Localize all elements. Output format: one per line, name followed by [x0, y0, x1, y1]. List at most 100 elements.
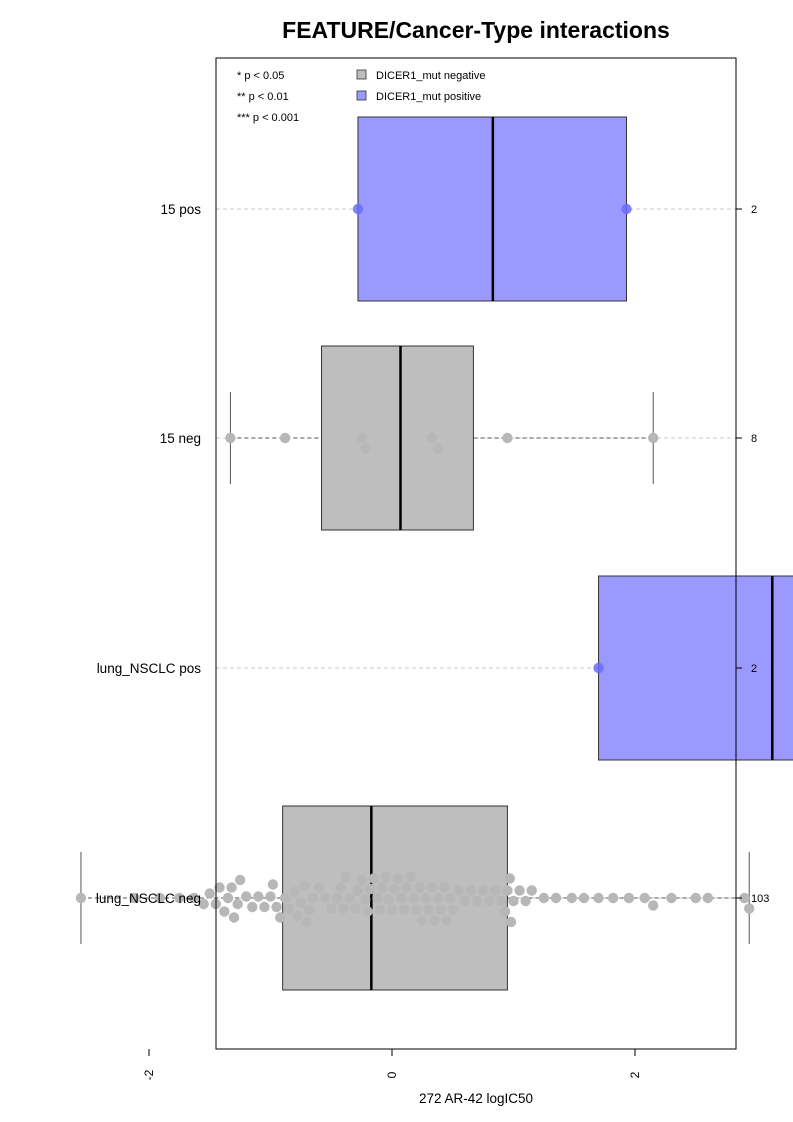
- data-point: [356, 432, 367, 444]
- data-point: [502, 432, 513, 444]
- data-point: [335, 882, 347, 893]
- data-point: [411, 904, 422, 916]
- data-point: [352, 885, 364, 896]
- data-point: [360, 894, 371, 905]
- data-point: [234, 874, 246, 886]
- data-point: [372, 892, 383, 904]
- data-point: [226, 882, 237, 893]
- data-point: [362, 906, 373, 917]
- data-point: [259, 901, 270, 913]
- data-point: [420, 892, 432, 904]
- y-axis-labels: 15 pos 15 neg lung_NSCLC pos lung_NSCLC neg: [96, 202, 201, 906]
- data-point: [225, 432, 236, 444]
- data-point: [75, 892, 87, 904]
- chart-title: FEATURE/Cancer-Type interactions: [282, 17, 670, 43]
- data-point: [578, 892, 590, 904]
- data-point: [739, 892, 750, 904]
- data-point: [383, 894, 394, 905]
- sample-count: 2: [751, 204, 757, 216]
- data-point: [304, 904, 315, 916]
- data-point: [423, 904, 434, 916]
- data-point: [490, 885, 501, 896]
- data-point: [319, 892, 331, 904]
- data-point: [408, 892, 420, 904]
- data-point: [593, 662, 604, 674]
- data-point: [496, 895, 507, 907]
- data-point: [295, 897, 307, 908]
- data-point: [566, 892, 578, 904]
- data-point: [340, 871, 352, 883]
- data-point: [214, 882, 225, 893]
- significance-entry: * p < 0.05: [237, 70, 284, 82]
- x-tick-label: 2: [628, 1071, 642, 1078]
- plot-frame: [215, 57, 737, 1050]
- data-point: [283, 903, 294, 914]
- data-point: [550, 892, 562, 904]
- data-point: [435, 904, 446, 916]
- data-point: [648, 432, 659, 444]
- data-point: [247, 901, 258, 913]
- data-point: [154, 892, 166, 904]
- data-point: [465, 885, 477, 896]
- data-point: [426, 432, 438, 444]
- data-point: [267, 879, 279, 890]
- data-point: [520, 895, 531, 907]
- y-category-label: 15 pos: [160, 202, 201, 217]
- data-point: [352, 203, 364, 215]
- data-point: [326, 903, 337, 914]
- data-point: [477, 885, 489, 896]
- data-point: [429, 915, 440, 926]
- data-point: [414, 882, 426, 893]
- data-point: [471, 895, 483, 907]
- data-point: [198, 898, 209, 910]
- data-point: [380, 871, 392, 883]
- x-tick-label: 0: [385, 1071, 399, 1078]
- data-point: [360, 443, 371, 454]
- data-point: [129, 892, 140, 904]
- sample-count: 103: [751, 893, 769, 905]
- data-point: [356, 874, 367, 886]
- data-point: [639, 892, 650, 904]
- data-point: [666, 892, 677, 904]
- data-point: [253, 891, 264, 902]
- data-point: [690, 892, 701, 904]
- data-point: [275, 912, 286, 923]
- significance-entry: *** p < 0.001: [237, 112, 299, 124]
- data-point: [228, 912, 240, 923]
- data-point: [222, 892, 234, 904]
- data-point: [332, 892, 343, 904]
- data-point: [174, 892, 185, 904]
- data-point: [232, 898, 243, 910]
- box-iqr: [598, 575, 793, 761]
- data-point: [623, 892, 635, 904]
- data-point: [593, 892, 604, 904]
- data-point: [301, 916, 313, 928]
- data-point: [188, 892, 200, 904]
- y-category-label: lung_NSCLC pos: [97, 661, 202, 676]
- data-point: [445, 892, 456, 904]
- data-point: [292, 910, 303, 922]
- data-point: [307, 892, 319, 904]
- data-point: [364, 883, 376, 895]
- data-point: [350, 903, 361, 914]
- x-axis: -2024: [142, 1049, 642, 1080]
- x-tick-label: -2: [142, 1069, 156, 1080]
- legend-label: DICER1_mut positive: [376, 91, 481, 103]
- significance-entry: ** p < 0.01: [237, 91, 289, 103]
- plot-area: [75, 116, 793, 991]
- data-point: [607, 892, 619, 904]
- data-point: [621, 203, 632, 215]
- data-point: [432, 892, 444, 904]
- data-point: [377, 882, 388, 893]
- data-point: [398, 904, 410, 916]
- data-point: [279, 892, 291, 904]
- data-point: [441, 915, 452, 926]
- data-point: [417, 915, 428, 926]
- data-point: [538, 892, 550, 904]
- data-point: [219, 906, 230, 917]
- data-point: [432, 443, 444, 454]
- data-point: [439, 882, 450, 893]
- data-point: [299, 880, 310, 892]
- data-point: [484, 895, 495, 907]
